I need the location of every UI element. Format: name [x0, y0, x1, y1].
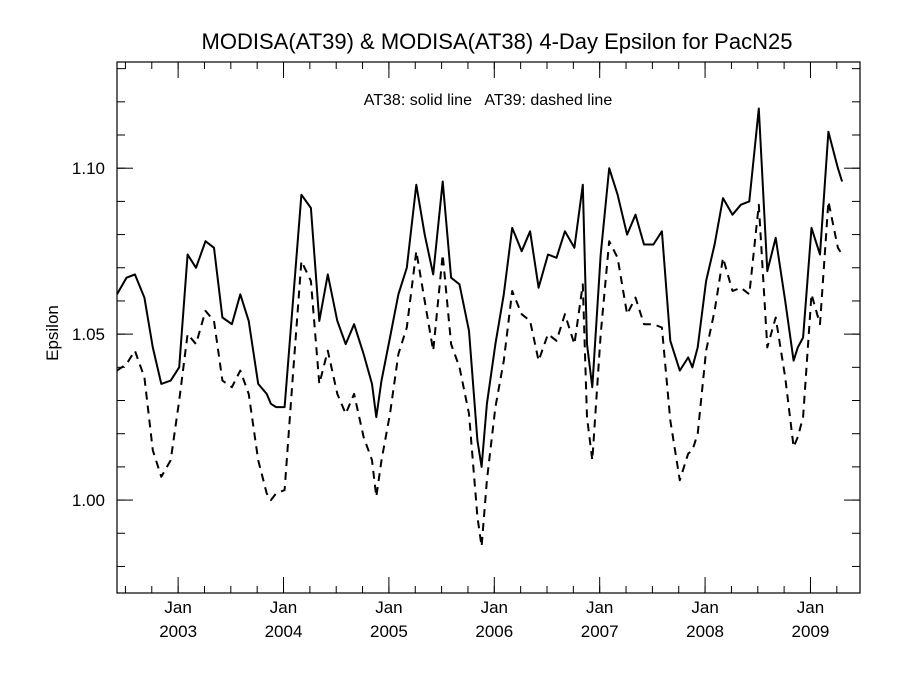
axis-ticks: 1.00 1.05 1.10 Jan 2003 Jan 2004 Jan 2005 Jan 2006… — [72, 62, 860, 641]
series-lines — [116, 107, 844, 548]
y-tick-label: 1.00 — [72, 491, 105, 510]
x-tick-month-label: Jan — [375, 598, 402, 617]
x-tick-year-label: 2006 — [475, 622, 513, 641]
y-tick-label: 1.10 — [72, 159, 105, 178]
x-tick-year-label: 2005 — [370, 622, 408, 641]
x-tick-month-label: Jan — [164, 598, 191, 617]
x-tick-year-label: 2004 — [265, 622, 303, 641]
series-line-at38 — [116, 107, 844, 468]
x-tick-month-label: Jan — [270, 598, 297, 617]
legend-annotation: AT38: solid line AT39: dashed line — [364, 92, 613, 109]
x-tick-month-label: Jan — [481, 598, 508, 617]
plot-frame — [116, 61, 861, 594]
chart-title: MODISA(AT39) & MODISA(AT38) 4-Day Epsilo… — [202, 29, 793, 54]
x-tick-year-label: 2008 — [686, 622, 724, 641]
x-tick-year-label: 2007 — [581, 622, 619, 641]
x-tick-month-label: Jan — [586, 598, 613, 617]
x-tick-month-label: Jan — [691, 598, 718, 617]
x-tick-year-label: 2003 — [159, 622, 197, 641]
x-tick-month-label: Jan — [797, 598, 824, 617]
y-tick-label: 1.05 — [72, 325, 105, 344]
x-tick-year-label: 2009 — [792, 622, 830, 641]
y-axis-label: Epsilon — [43, 305, 62, 361]
series-line-at39 — [116, 200, 843, 548]
